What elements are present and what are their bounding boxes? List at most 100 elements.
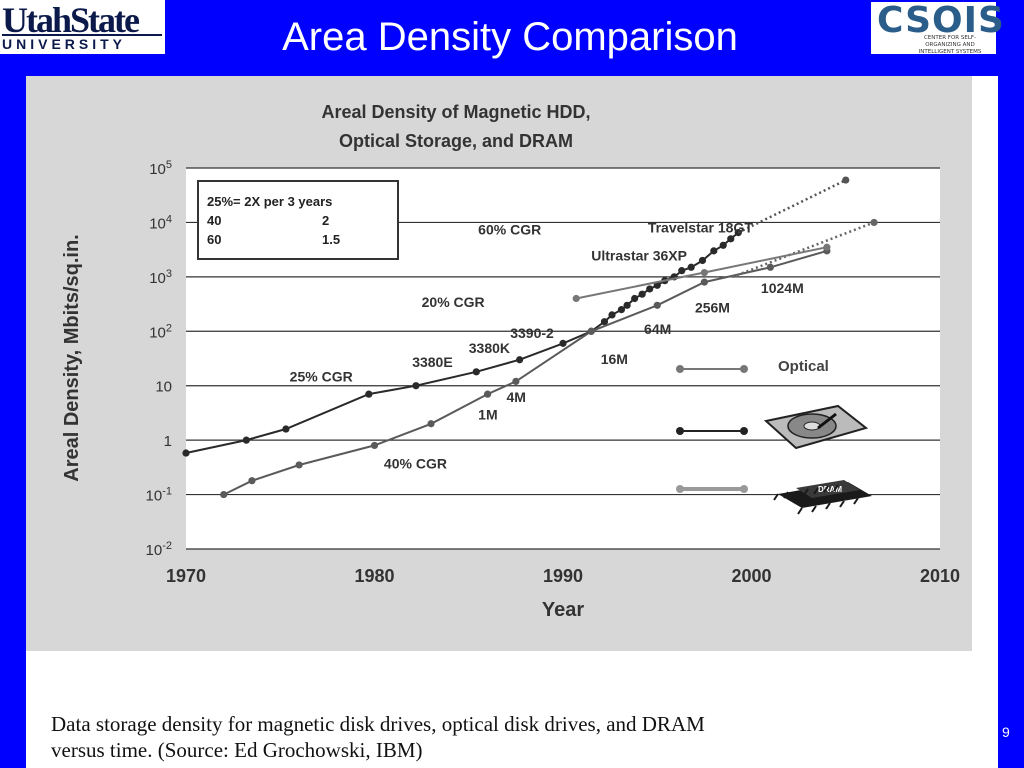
dram-chip-icon: DRAM [773,480,872,515]
data-point [687,263,695,271]
data-point [472,368,480,376]
data-point [242,436,250,444]
data-point [516,356,524,364]
data-point [734,229,742,237]
data-point [427,420,435,428]
svg-text:DRAM: DRAM [818,485,842,494]
chart-annotation: 4M [506,389,525,405]
legend-marker [676,427,684,435]
data-point [220,490,228,499]
data-point [617,306,626,314]
series-optical [572,243,831,303]
data-point [623,301,631,309]
chart-annotation: 3380K [469,340,510,356]
x-tick-label: 1980 [354,566,394,586]
utah-state-logo: UtahState UNIVERSITY [0,0,165,54]
chart-annotation: 20% CGR [422,294,485,310]
legend-marker [676,485,684,493]
hard-disk-icon [763,404,869,450]
legend-marker [740,365,748,373]
caption-line2: versus time. (Source: Ed Grochowski, IBM… [51,738,423,762]
series-dram_projection [732,218,878,279]
data-point [700,278,708,286]
chart-annotation: Ultrastar 36XP [591,247,687,263]
csois-wordmark: CSOIS [877,0,1005,41]
data-point [365,390,373,398]
chart-annotation: Travelstar 18GT [648,220,754,236]
figure-caption: Data storage density for magnetic disk d… [51,711,1001,763]
series-line-dram [223,249,828,496]
cgr-table: 25%= 2X per 3 years 40 2 60 1.5 [197,180,399,260]
data-point [678,267,686,275]
areal-density-chart: Areal Density of Magnetic HDD, Optical S… [26,76,972,651]
legend-marker [676,365,684,373]
x-axis-label: Year [542,599,584,621]
chart-annotation: 1M [478,406,497,422]
data-point [727,235,735,243]
chart-annotation: 25% CGR [290,368,353,384]
data-point [572,294,580,303]
series-hdd_projection [737,176,850,234]
data-point [870,218,878,227]
data-point [719,241,727,249]
series-line-dram_projection [732,221,875,279]
data-point [248,477,256,485]
data-point [638,290,646,298]
chart-annotation: 3380E [412,354,452,370]
data-point [512,377,520,386]
x-tick-label: 2000 [731,566,771,586]
page-number: 9 [1002,724,1010,740]
legend-marker [740,427,748,435]
chart-annotation: 64M [644,321,671,337]
x-tick-label: 1990 [543,566,583,586]
y-tick-label: 1 [164,433,172,450]
x-tick-label: 1970 [166,566,206,586]
data-point [842,176,850,184]
legend-label-optical: Optical [778,358,829,375]
chart-annotation: 40% CGR [384,456,447,472]
chart-legend: Optical DRAM [676,358,872,515]
x-tick-label: 2010 [920,566,960,586]
cgr-table-cell: 2 [322,213,329,228]
chart-title-line1: Areal Density of Magnetic HDD, [321,102,590,122]
data-point [653,301,661,309]
data-point [370,441,379,450]
data-point [710,247,718,255]
logo-subtitle: UNIVERSITY [2,36,127,52]
y-axis-label: Areal Density, Mbits/sq.in. [61,234,83,481]
caption-line1: Data storage density for magnetic disk d… [51,712,705,736]
cgr-table-header: 25%= 2X per 3 years [207,194,332,209]
data-point [587,327,595,335]
y-tick-label: 10 [155,379,172,396]
data-point [766,263,774,271]
logo-wordmark: UtahState [2,0,140,40]
data-point [653,281,661,289]
csois-logo: CSOIS CENTER FOR SELF-ORGANIZING AND INT… [871,0,1004,55]
data-point [608,311,616,319]
data-point [700,268,708,277]
data-point [282,425,290,433]
data-point [646,285,654,293]
cgr-table-cell: 1.5 [322,232,340,247]
chart-annotation: 16M [601,351,628,367]
data-point [182,449,190,457]
data-point [412,382,420,390]
figure-panel: Areal Density of Magnetic HDD, Optical S… [26,76,998,768]
data-point [484,390,492,398]
legend-marker [740,485,748,493]
data-point [559,339,567,347]
data-point [631,294,639,303]
data-point [295,461,303,469]
cgr-table-cell: 60 [207,232,221,247]
chart-annotation: 1024M [761,280,804,296]
slide-title: Area Density Comparison [282,15,738,59]
chart-title-line2: Optical Storage, and DRAM [339,131,573,151]
cgr-table-cell: 40 [207,213,221,228]
chart-annotation: 256M [695,300,730,316]
cgr-table-box [197,180,399,260]
csois-subtitle: CENTER FOR SELF-ORGANIZING AND INTELLIGE… [918,35,982,55]
data-point [600,318,609,326]
chart-annotation: 3390-2 [510,325,554,341]
data-point [698,256,707,265]
chart-annotation: 60% CGR [478,222,541,238]
